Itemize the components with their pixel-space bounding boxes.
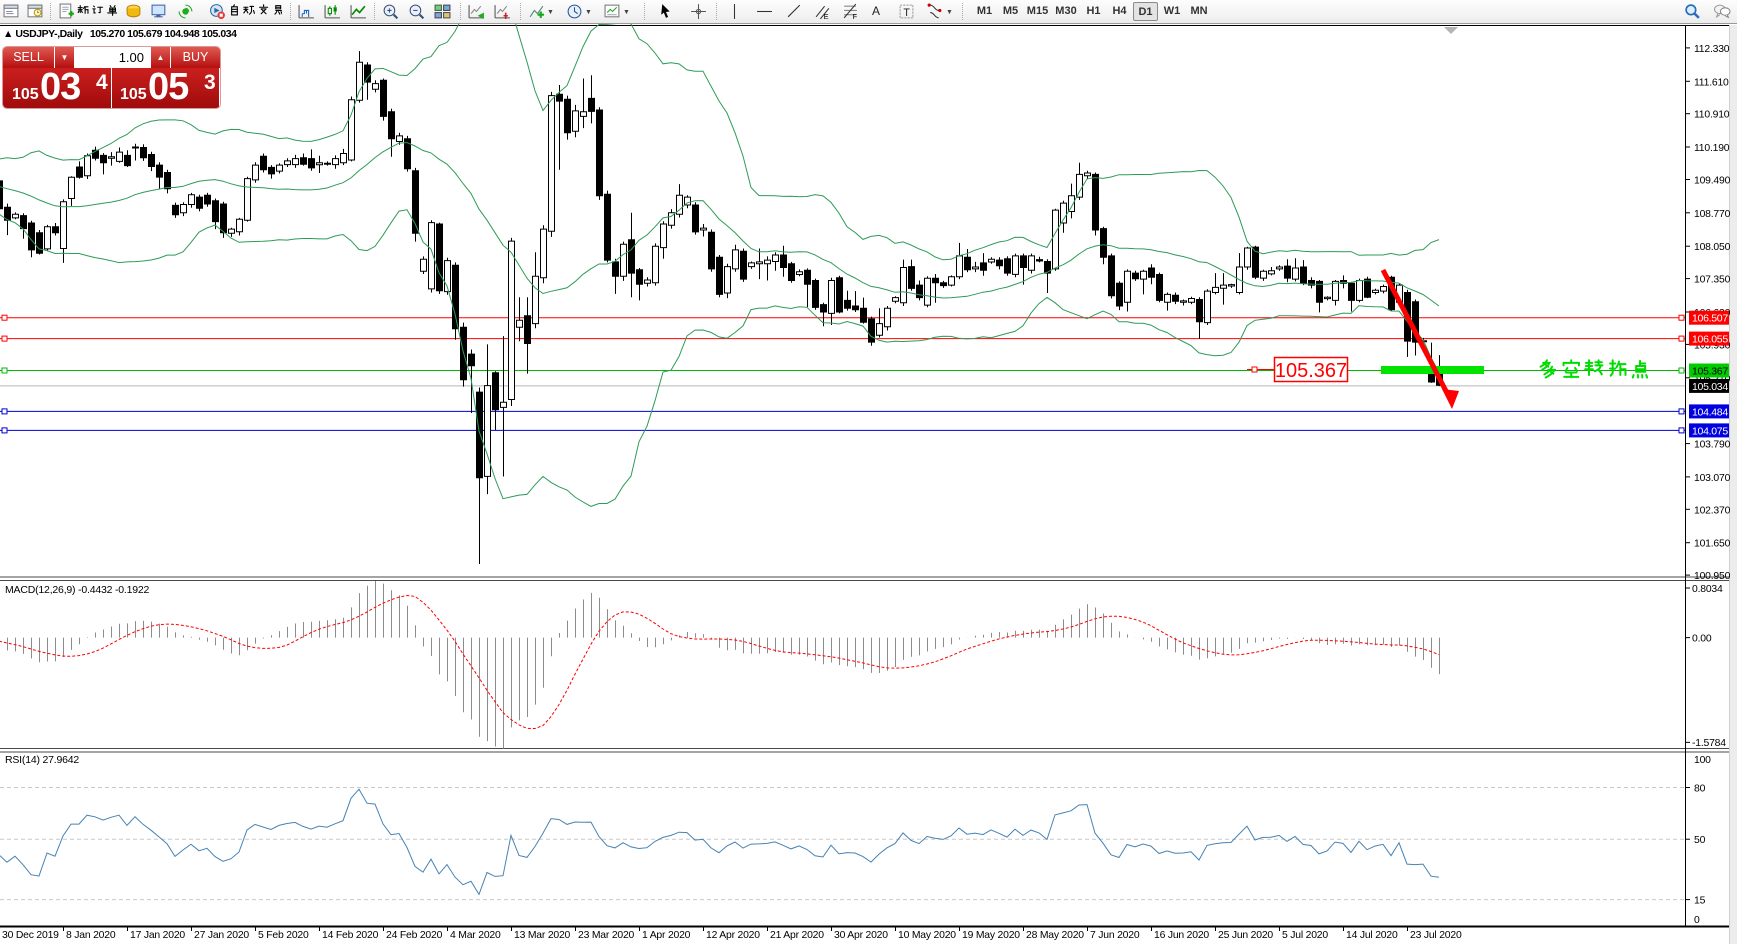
svg-text:109.490: 109.490 [1694,176,1731,187]
svg-text:30 Apr 2020: 30 Apr 2020 [834,930,888,941]
svg-text:105.367: 105.367 [1692,366,1728,378]
svg-text:23 Mar 2020: 23 Mar 2020 [578,930,635,941]
svg-text:19 May 2020: 19 May 2020 [962,930,1020,941]
svg-text:F: F [853,12,858,20]
svg-text:108.050: 108.050 [1694,242,1731,253]
svg-text:5 Jul 2020: 5 Jul 2020 [1282,930,1328,941]
svg-text:0.00: 0.00 [1692,634,1712,645]
svg-text:106.507: 106.507 [1692,313,1728,325]
svg-text:0.8034: 0.8034 [1692,584,1723,595]
svg-text:13 Mar 2020: 13 Mar 2020 [514,930,571,941]
svg-text:104.075: 104.075 [1692,425,1728,437]
svg-text:105.034: 105.034 [1692,381,1728,393]
svg-text:106.055: 106.055 [1692,334,1728,346]
svg-text:28 May 2020: 28 May 2020 [1026,930,1084,941]
svg-text:-1.5784: -1.5784 [1692,738,1726,749]
svg-text:101.650: 101.650 [1694,539,1731,550]
svg-text:10 May 2020: 10 May 2020 [898,930,956,941]
svg-text:104.484: 104.484 [1692,406,1728,418]
svg-text:112.330: 112.330 [1694,44,1730,55]
svg-text:100: 100 [1694,755,1711,766]
svg-text:17 Jan 2020: 17 Jan 2020 [130,930,185,941]
svg-text:12 Apr 2020: 12 Apr 2020 [706,930,760,941]
svg-text:5 Feb 2020: 5 Feb 2020 [258,930,309,941]
svg-text:103.070: 103.070 [1694,473,1731,484]
svg-text:T: T [903,7,910,19]
svg-text:108.770: 108.770 [1694,209,1731,220]
svg-text:1 Apr 2020: 1 Apr 2020 [642,930,691,941]
svg-text:0: 0 [1694,915,1700,926]
svg-text:14 Feb 2020: 14 Feb 2020 [322,930,379,941]
svg-text:27 Jan 2020: 27 Jan 2020 [194,930,249,941]
svg-text:30 Dec 2019: 30 Dec 2019 [2,930,59,941]
svg-text:14 Jul 2020: 14 Jul 2020 [1346,930,1398,941]
svg-text:100.950: 100.950 [1694,571,1731,582]
svg-text:23 Jul 2020: 23 Jul 2020 [1410,930,1462,941]
svg-text:24 Feb 2020: 24 Feb 2020 [386,930,443,941]
svg-text:105.930: 105.930 [1694,340,1731,351]
svg-text:8 Jan 2020: 8 Jan 2020 [66,930,116,941]
svg-text:102.370: 102.370 [1694,505,1731,516]
svg-text:21 Apr 2020: 21 Apr 2020 [770,930,824,941]
svg-text:16 Jun 2020: 16 Jun 2020 [1154,930,1209,941]
svg-text:80: 80 [1694,784,1706,795]
svg-text:111.610: 111.610 [1694,77,1729,88]
svg-text:7 Jun 2020: 7 Jun 2020 [1090,930,1140,941]
svg-text:107.350: 107.350 [1694,275,1731,286]
svg-text:50: 50 [1694,835,1706,846]
svg-text:4 Mar 2020: 4 Mar 2020 [450,930,501,941]
svg-text:105.367: 105.367 [1275,360,1347,382]
svg-text:15: 15 [1694,896,1706,907]
svg-text:25 Jun 2020: 25 Jun 2020 [1218,930,1273,941]
svg-text:110.190: 110.190 [1694,143,1730,154]
svg-text:110.910: 110.910 [1694,110,1730,121]
svg-text:103.790: 103.790 [1694,440,1731,451]
svg-text:E: E [824,12,829,20]
